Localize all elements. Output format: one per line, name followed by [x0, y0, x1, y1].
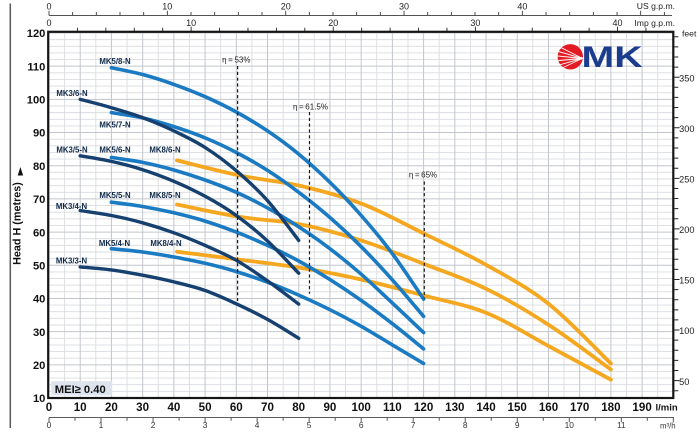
svg-text:m³/h: m³/h	[660, 422, 676, 431]
svg-text:MK5/7-N: MK5/7-N	[99, 121, 131, 130]
svg-text:70: 70	[33, 194, 45, 206]
svg-text:4: 4	[255, 420, 260, 430]
svg-text:100: 100	[679, 326, 694, 336]
svg-text:80: 80	[292, 401, 305, 414]
svg-text:0: 0	[47, 420, 52, 430]
svg-text:MK5/6-N: MK5/6-N	[99, 146, 131, 155]
svg-text:1: 1	[99, 420, 104, 430]
svg-text:MK3/4-N: MK3/4-N	[56, 202, 88, 211]
svg-text:0: 0	[46, 18, 51, 28]
svg-text:120: 120	[414, 401, 433, 414]
svg-text:20: 20	[281, 1, 291, 11]
svg-text:100: 100	[352, 401, 371, 414]
svg-text:MK3/5-N: MK3/5-N	[56, 146, 88, 155]
svg-text:300: 300	[679, 124, 694, 134]
svg-text:l/min: l/min	[656, 403, 678, 414]
svg-text:30: 30	[470, 18, 480, 28]
svg-text:η = 53%: η = 53%	[222, 56, 250, 65]
svg-text:40: 40	[612, 18, 622, 28]
svg-text:feet: feet	[682, 29, 697, 39]
svg-text:130: 130	[445, 401, 464, 414]
svg-text:MK: MK	[582, 40, 643, 73]
svg-text:5: 5	[307, 420, 312, 430]
svg-text:0: 0	[46, 1, 51, 11]
svg-text:150: 150	[508, 401, 527, 414]
svg-text:110: 110	[27, 61, 45, 73]
svg-text:30: 30	[399, 1, 409, 11]
svg-text:50: 50	[199, 401, 212, 414]
svg-text:MK8/4-N: MK8/4-N	[150, 239, 182, 248]
svg-text:90: 90	[33, 128, 45, 140]
svg-text:MK5/4-N: MK5/4-N	[99, 239, 131, 248]
svg-text:90: 90	[323, 401, 336, 414]
svg-text:20: 20	[33, 360, 45, 372]
svg-text:30: 30	[33, 327, 45, 339]
svg-text:10: 10	[186, 18, 196, 28]
svg-text:40: 40	[517, 1, 527, 11]
svg-text:180: 180	[601, 401, 620, 414]
svg-text:140: 140	[476, 401, 495, 414]
svg-text:2: 2	[151, 420, 156, 430]
svg-text:10: 10	[33, 393, 45, 405]
svg-text:MK3/6-N: MK3/6-N	[56, 89, 88, 98]
svg-text:350: 350	[679, 73, 694, 83]
svg-text:MEI≥ 0.40: MEI≥ 0.40	[55, 384, 106, 396]
svg-text:120: 120	[27, 28, 46, 40]
svg-text:40: 40	[167, 401, 180, 414]
svg-text:160: 160	[539, 401, 558, 414]
svg-text:9: 9	[515, 420, 520, 430]
svg-text:10: 10	[74, 401, 87, 414]
svg-text:Imp g.p.m.: Imp g.p.m.	[634, 18, 675, 28]
svg-text:6: 6	[359, 420, 364, 430]
svg-text:40: 40	[33, 294, 45, 306]
svg-text:US g.p.m.: US g.p.m.	[637, 1, 675, 11]
svg-text:3: 3	[203, 420, 208, 430]
svg-text:MK5/8-N: MK5/8-N	[99, 57, 131, 66]
svg-text:η = 65%: η = 65%	[409, 171, 437, 180]
svg-text:50: 50	[33, 261, 45, 273]
svg-text:150: 150	[679, 276, 694, 286]
svg-text:MK8/6-N: MK8/6-N	[149, 146, 181, 155]
svg-text:10: 10	[162, 1, 172, 11]
svg-text:200: 200	[679, 225, 694, 235]
svg-text:8: 8	[463, 420, 468, 430]
svg-text:60: 60	[33, 227, 45, 239]
svg-text:20: 20	[105, 401, 118, 414]
svg-text:100: 100	[27, 95, 46, 107]
svg-text:80: 80	[33, 161, 45, 173]
svg-text:70: 70	[261, 401, 274, 414]
svg-text:30: 30	[136, 401, 149, 414]
svg-text:250: 250	[679, 175, 694, 185]
svg-text:0: 0	[46, 401, 52, 414]
svg-text:10: 10	[565, 420, 575, 430]
svg-text:110: 110	[383, 401, 402, 414]
svg-text:MK5/5-N: MK5/5-N	[99, 191, 131, 200]
svg-text:η = 61.5%: η = 61.5%	[293, 103, 328, 112]
svg-text:20: 20	[328, 18, 338, 28]
svg-text:170: 170	[570, 401, 589, 414]
svg-text:11: 11	[617, 420, 626, 430]
svg-text:MK8/5-N: MK8/5-N	[149, 191, 181, 200]
svg-text:190: 190	[632, 401, 651, 414]
svg-text:50: 50	[679, 377, 689, 387]
svg-text:MK3/3-N: MK3/3-N	[56, 257, 88, 266]
svg-text:Head H (metres): Head H (metres)	[12, 182, 24, 265]
svg-text:7: 7	[411, 420, 416, 430]
svg-text:60: 60	[230, 401, 243, 414]
